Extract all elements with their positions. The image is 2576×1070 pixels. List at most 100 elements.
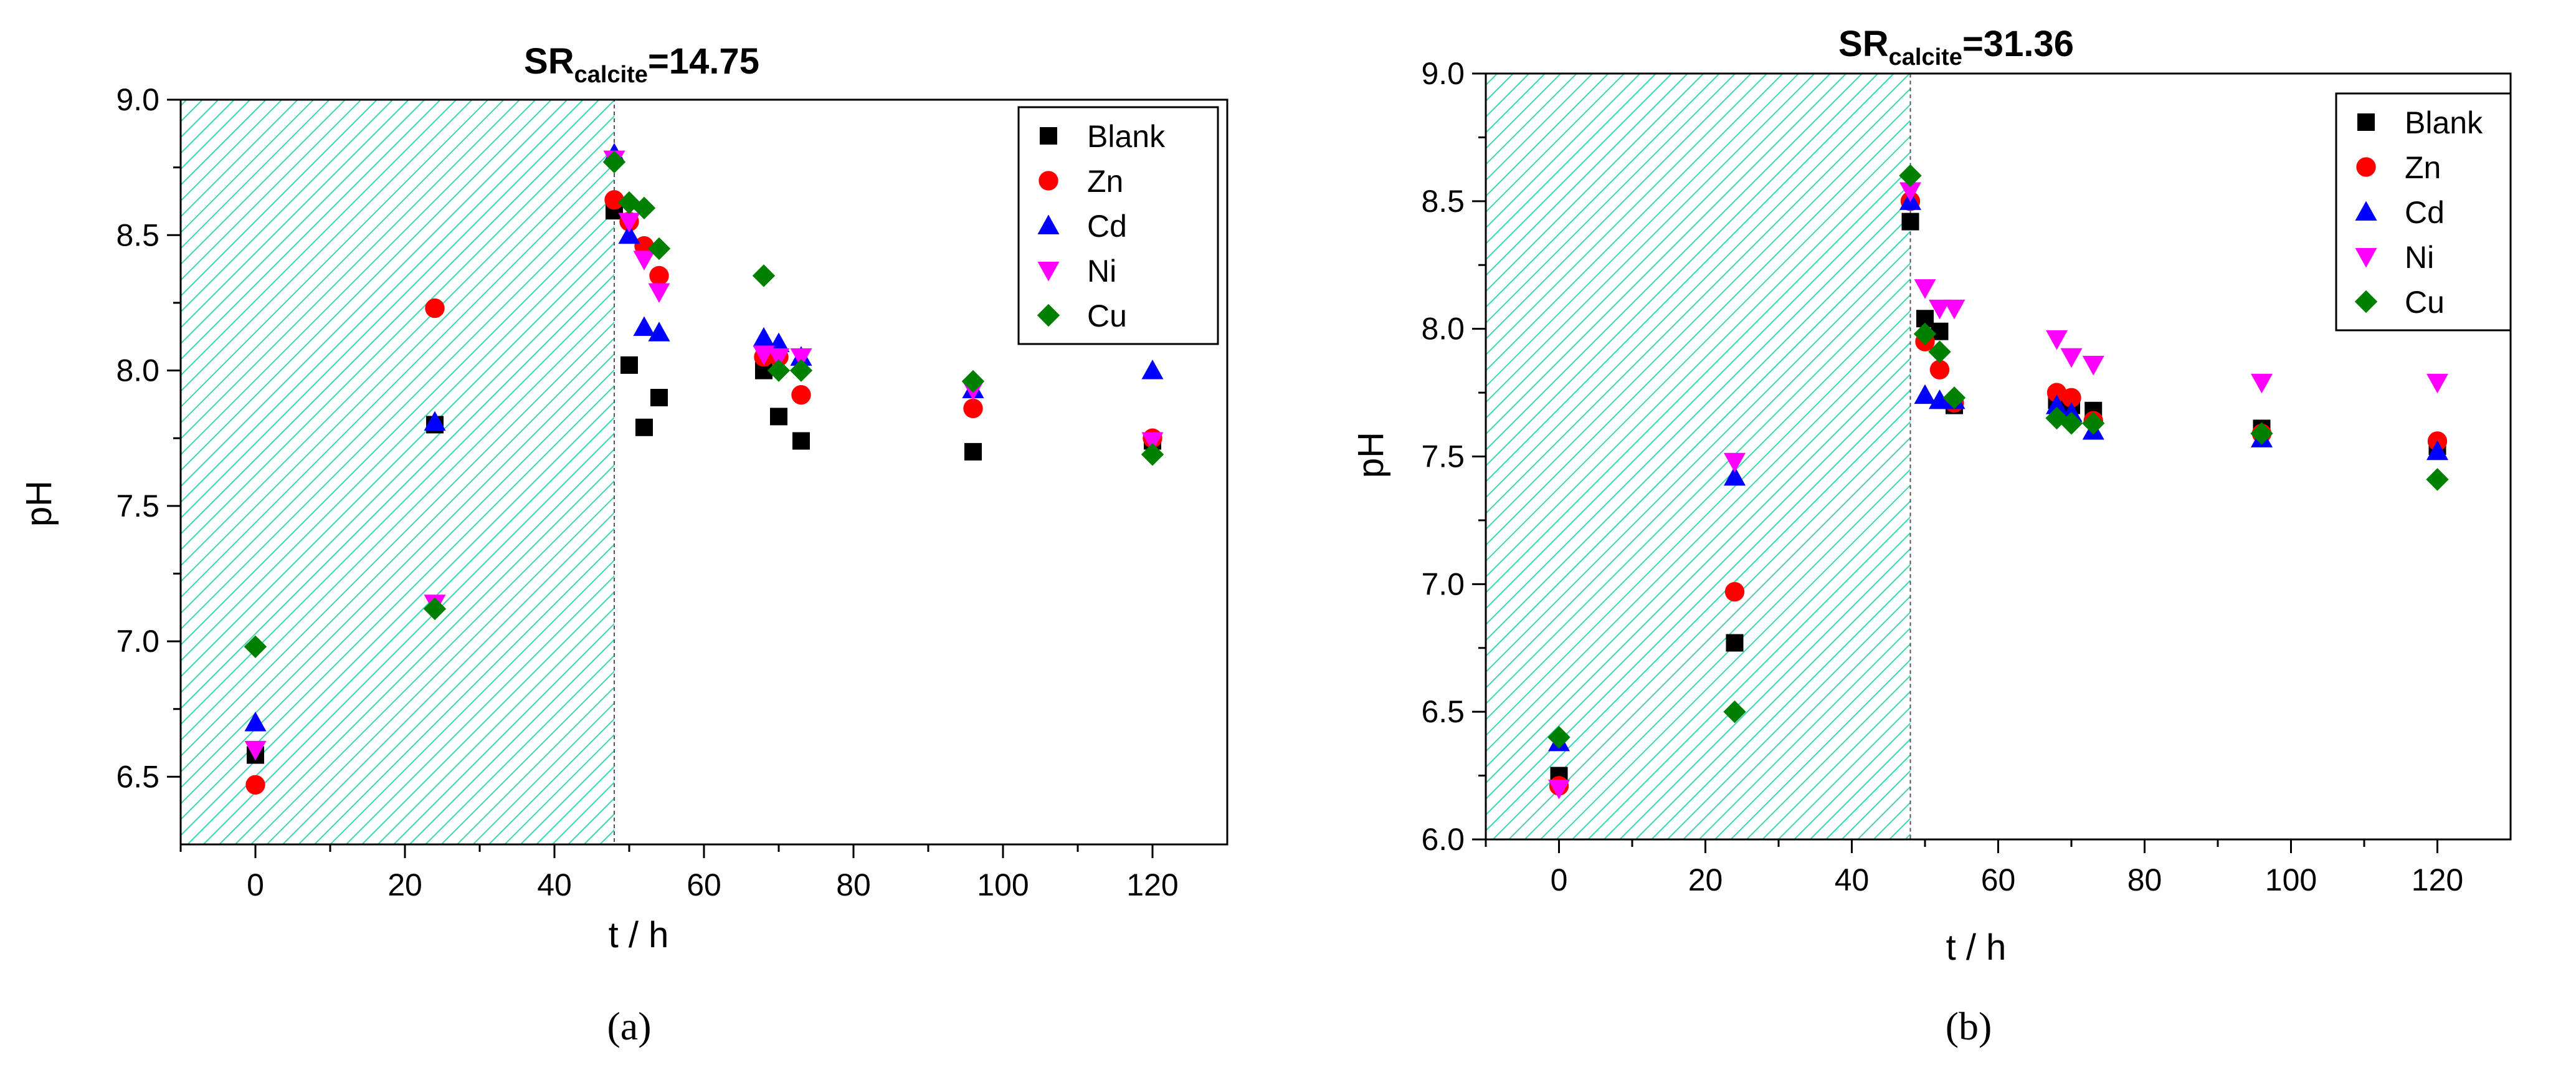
- y-tick-label: 7.5: [1421, 439, 1465, 474]
- x-axis-label: t / h: [609, 915, 669, 955]
- data-point-ni: [633, 251, 655, 270]
- data-point-blank: [635, 418, 653, 436]
- data-point-cd: [753, 327, 775, 347]
- data-point-blank: [650, 389, 668, 406]
- legend-marker-cu: [2354, 290, 2378, 313]
- y-tick-label: 6.0: [1421, 822, 1465, 857]
- data-point-cu: [423, 597, 447, 621]
- data-point-ni: [768, 348, 790, 368]
- data-point-cu: [1942, 386, 1966, 409]
- shaded-region: [1485, 73, 1911, 840]
- y-tick-label: 8.5: [1421, 184, 1465, 219]
- data-point-cu: [1723, 700, 1746, 724]
- data-point-cu: [752, 264, 776, 287]
- data-point-ni: [2251, 373, 2273, 394]
- y-tick-label: 9.0: [1421, 56, 1465, 91]
- data-point-ni: [1141, 432, 1164, 452]
- legend-label-ni: Ni: [1087, 254, 1116, 289]
- x-tick-label: 80: [836, 867, 871, 902]
- legend-marker-cd: [2355, 201, 2377, 221]
- legend-marker-blank: [2357, 113, 2375, 131]
- data-point-cu: [1928, 340, 1951, 363]
- data-point-ni: [1929, 299, 1951, 320]
- data-point-cu: [767, 359, 791, 382]
- data-point-cu: [2250, 422, 2273, 445]
- data-point-cu: [647, 237, 671, 260]
- data-point-blank: [1726, 634, 1744, 652]
- legend-label-cd: Cd: [2405, 195, 2445, 230]
- y-tick-label: 8.0: [116, 353, 159, 388]
- y-tick-label: 9.0: [116, 82, 159, 117]
- legend: Blank Zn Cd Ni Cu: [1017, 106, 1219, 345]
- data-point-ni: [648, 283, 670, 303]
- data-point-zn: [649, 265, 669, 286]
- legend-marker-blank: [1040, 127, 1057, 145]
- x-tick-label: 0: [247, 867, 264, 902]
- y-tick-label: 7.0: [1421, 566, 1465, 601]
- y-axis-label: pH: [19, 480, 59, 527]
- y-axis-label: pH: [1351, 432, 1391, 478]
- legend-marker-zn: [2356, 157, 2376, 177]
- data-point-zn: [791, 385, 811, 405]
- data-point-ni: [2426, 373, 2448, 394]
- data-point-blank: [964, 442, 982, 461]
- x-axis-ticks: 0 20 40 60 80 100 120: [1485, 839, 2463, 897]
- data-point-blank: [1931, 322, 1949, 340]
- legend-marker-zn: [1038, 171, 1058, 191]
- data-point-cu: [2045, 406, 2068, 430]
- y-tick-label: 7.5: [116, 489, 159, 523]
- data-points: [1547, 164, 2449, 800]
- data-point-cu: [1141, 443, 1164, 466]
- data-point-zn: [963, 398, 983, 419]
- x-tick-label: 100: [2265, 862, 2317, 897]
- legend-label-cu: Cu: [2405, 285, 2445, 320]
- legend-marker-cd: [1037, 214, 1060, 234]
- chart-title: SRcalcite=31.36: [1838, 24, 2074, 70]
- data-point-ni: [2046, 330, 2068, 350]
- x-tick-label: 40: [1835, 862, 1870, 897]
- legend-label-blank: Blank: [1087, 119, 1166, 154]
- data-point-cu: [2060, 412, 2083, 435]
- data-point-cu: [1547, 725, 1571, 749]
- data-point-cd: [633, 316, 655, 337]
- y-axis-ticks: 6.5 7.0 7.5 8.0 8.5 9.0: [116, 82, 181, 794]
- legend-label-ni: Ni: [2405, 240, 2434, 275]
- data-point-cu: [2426, 468, 2449, 491]
- data-point-cd: [618, 224, 640, 244]
- chart-title: SRcalcite=14.75: [524, 41, 759, 88]
- data-point-blank: [770, 408, 787, 426]
- data-point-zn: [425, 298, 445, 318]
- legend-label-zn: Zn: [1087, 164, 1123, 199]
- data-point-cu: [1899, 164, 1922, 188]
- x-axis-label: t / h: [1946, 927, 2007, 968]
- data-point-ni: [790, 348, 812, 368]
- data-point-cd: [2046, 394, 2068, 414]
- data-point-ni: [244, 740, 267, 761]
- y-tick-label: 7.0: [116, 624, 159, 659]
- chart-panel-b: 0 20 40 60 80 100 120 6.0 6.5 7.0 7.5 8.0 8.5 9.0 Bl…: [1351, 24, 2512, 1048]
- data-point-cd: [424, 411, 446, 431]
- data-point-ni: [2060, 348, 2083, 368]
- series-cd: [244, 143, 1164, 732]
- data-point-cd: [1929, 389, 1951, 409]
- data-points: [244, 143, 1164, 795]
- series-cu: [244, 150, 1164, 658]
- chart-panel-a: 0 20 40 60 80 100 120 6.5 7.0 7.5 8.0 8.5 9.0 Blank…: [19, 41, 1229, 1048]
- data-point-ni: [1899, 182, 1921, 202]
- legend-label-cd: Cd: [1087, 209, 1127, 244]
- x-tick-label: 60: [1981, 862, 2016, 897]
- x-tick-label: 0: [1551, 862, 1568, 897]
- data-point-cd: [648, 322, 670, 342]
- data-point-cd: [1914, 384, 1936, 404]
- data-point-ni: [618, 213, 640, 233]
- y-tick-label: 8.5: [116, 217, 159, 252]
- data-point-cu: [961, 370, 985, 393]
- x-tick-label: 100: [977, 867, 1029, 902]
- x-axis-ticks: 0 20 40 60 80 100 120: [179, 844, 1179, 902]
- legend-label-cu: Cu: [1087, 299, 1127, 333]
- y-tick-label: 6.5: [1421, 694, 1465, 729]
- data-point-cu: [602, 150, 626, 174]
- data-point-cd: [244, 711, 267, 732]
- data-point-blank: [1901, 213, 1919, 231]
